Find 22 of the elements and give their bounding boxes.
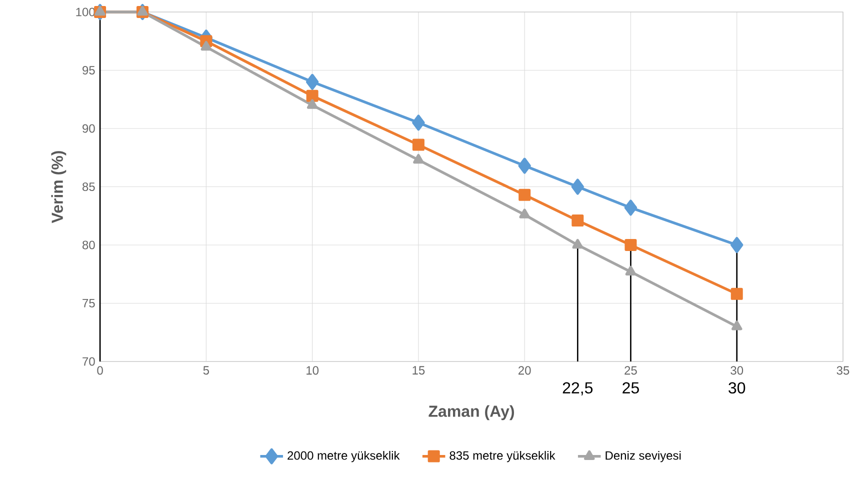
x-tick-label: 20 [518, 366, 531, 375]
x-tick-label: 5 [203, 366, 210, 375]
x-tick-label: 10 [306, 366, 319, 375]
y-tick-label: 75 [82, 299, 95, 308]
y-axis-title: Verim (%) [51, 151, 66, 224]
annotation: 22,5 [562, 382, 593, 396]
legend-label: Deniz seviyesi [606, 451, 681, 462]
x-axis-title: Zaman (Ay) [428, 405, 514, 420]
x-tick-label: 0 [97, 366, 103, 375]
x-tick-label: 15 [412, 366, 425, 375]
x-tick-label: 25 [624, 366, 637, 375]
annotation: 25 [622, 382, 639, 394]
y-tick-label: 90 [82, 124, 95, 133]
y-tick-label: 85 [82, 182, 95, 192]
annotation: 30 [728, 382, 746, 394]
y-tick-label: 70 [82, 357, 95, 366]
y-tick-label: 95 [82, 66, 95, 75]
x-tick-label: 30 [730, 366, 744, 375]
legend-label: 835 metre yükseklik [450, 451, 556, 462]
x-tick-label: 35 [836, 366, 850, 375]
legend-label: 2000 metre yükseklik [288, 451, 400, 462]
y-tick-label: 80 [82, 240, 95, 250]
